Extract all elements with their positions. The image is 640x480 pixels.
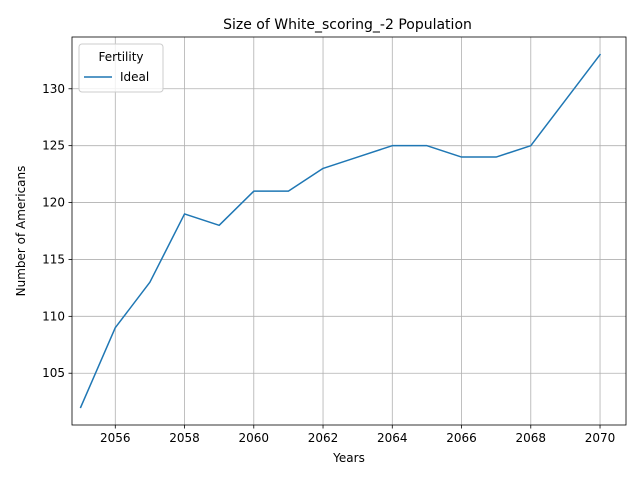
legend-title: Fertility — [98, 50, 143, 64]
x-tick-label: 2068 — [516, 431, 547, 445]
x-tick-label: 2058 — [169, 431, 200, 445]
y-tick-label: 110 — [42, 309, 65, 323]
x-tick-label: 2064 — [377, 431, 408, 445]
y-tick-label: 115 — [42, 252, 65, 266]
x-tick-label: 2066 — [446, 431, 477, 445]
grid — [72, 37, 626, 425]
x-tick-label: 2062 — [308, 431, 339, 445]
y-tick-label: 130 — [42, 82, 65, 96]
y-tick-label: 125 — [42, 139, 65, 153]
series-layer — [79, 53, 602, 409]
x-tick-label: 2056 — [100, 431, 131, 445]
legend-box — [78, 43, 164, 93]
legend: Fertility Ideal — [78, 43, 164, 93]
x-axis-ticks: 2056 2058 2060 2062 2064 2066 2068 2070 — [100, 425, 615, 445]
x-axis-label: Years — [332, 451, 365, 465]
y-axis-label: Number of Americans — [14, 166, 28, 297]
legend-label-ideal: Ideal — [120, 70, 149, 84]
y-axis-ticks: 105 110 115 120 125 130 — [42, 82, 72, 380]
x-tick-label: 2060 — [239, 431, 270, 445]
x-tick-label: 2070 — [585, 431, 616, 445]
plot-frame — [71, 36, 627, 426]
y-tick-label: 105 — [42, 366, 65, 380]
chart-title: Size of White_scoring_-2 Population — [223, 17, 472, 33]
series-line-ideal — [79, 53, 602, 409]
y-tick-label: 120 — [42, 196, 65, 210]
